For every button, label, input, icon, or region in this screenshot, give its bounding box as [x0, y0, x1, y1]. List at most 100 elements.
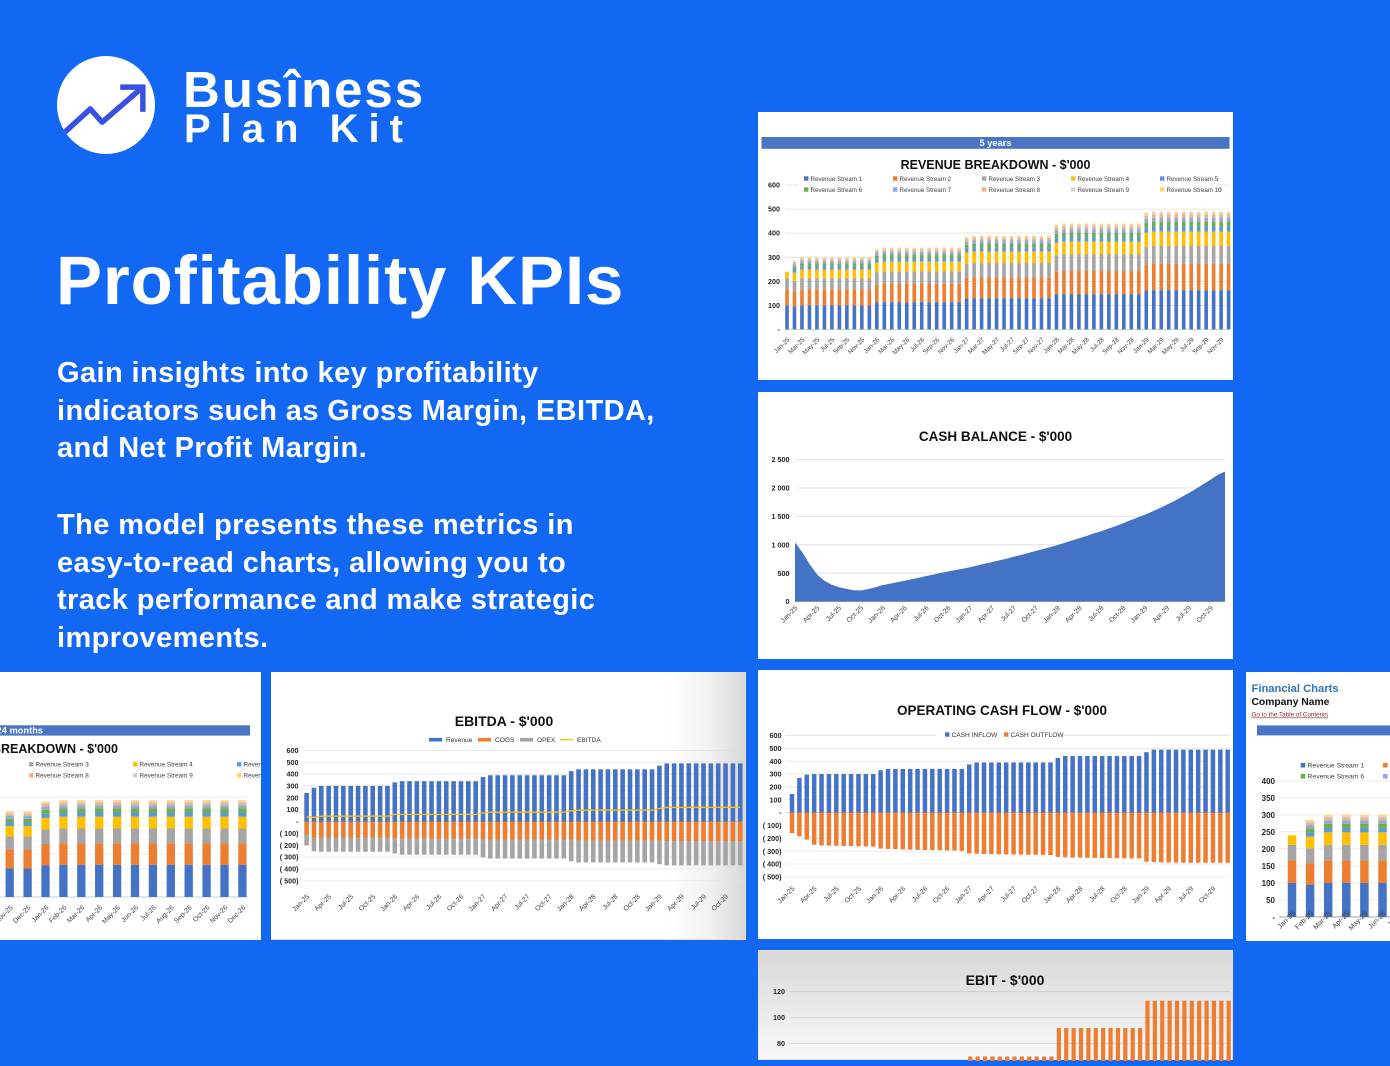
svg-text:600: 600	[287, 746, 299, 755]
svg-text:Nov-25: Nov-25	[847, 336, 867, 356]
svg-text:500: 500	[768, 205, 780, 214]
svg-text:( 300): ( 300)	[280, 853, 299, 862]
svg-text:Jul-27: Jul-27	[1000, 885, 1018, 903]
svg-text:Jan-26: Jan-26	[865, 885, 885, 905]
svg-text:500: 500	[778, 569, 790, 578]
svg-text:Jun-26: Jun-26	[120, 904, 140, 924]
svg-text:Jan-28: Jan-28	[556, 893, 576, 913]
svg-text:Jul-29: Jul-29	[1177, 885, 1195, 903]
svg-text:Oct-28: Oct-28	[622, 893, 642, 913]
svg-text:-: -	[1272, 913, 1275, 922]
svg-text:Revenue Stream 5: Revenue Stream 5	[1167, 176, 1219, 183]
svg-text:Jan-29: Jan-29	[1131, 885, 1151, 905]
svg-text:CASH INFLOW: CASH INFLOW	[952, 732, 999, 739]
svg-text:Revenue: Revenue	[446, 737, 473, 744]
svg-text:2 500: 2 500	[772, 455, 790, 464]
svg-text:Apr-25: Apr-25	[314, 893, 334, 913]
svg-text:5 years: 5 years	[979, 138, 1011, 148]
svg-text:Oct-27: Oct-27	[534, 893, 554, 913]
svg-text:EBITDA - $'000: EBITDA - $'000	[455, 713, 554, 729]
svg-text:REVENUE BREAKDOWN - $'000: REVENUE BREAKDOWN - $'000	[0, 742, 118, 756]
svg-text:Oct-25: Oct-25	[844, 885, 864, 905]
svg-text:( 200): ( 200)	[280, 841, 299, 850]
svg-text:Apr-28: Apr-28	[1065, 885, 1085, 905]
svg-text:( 500): ( 500)	[763, 872, 782, 881]
svg-text:Jan-27: Jan-27	[955, 605, 975, 625]
svg-text:Oct-29: Oct-29	[711, 893, 731, 913]
svg-text:Nov-27: Nov-27	[1027, 336, 1047, 356]
svg-text:Oct-29: Oct-29	[1195, 605, 1215, 625]
svg-text:400: 400	[770, 757, 782, 766]
svg-text:Revenue Stream 6: Revenue Stream 6	[1308, 774, 1365, 781]
svg-text:Oct-25: Oct-25	[846, 605, 866, 625]
svg-text:( 200): ( 200)	[763, 834, 782, 843]
svg-text:May-25: May-25	[802, 336, 822, 356]
svg-text:100: 100	[768, 301, 780, 310]
svg-text:400: 400	[287, 770, 299, 779]
svg-text:Oct-28: Oct-28	[1108, 605, 1128, 625]
svg-text:Jan-27: Jan-27	[468, 893, 488, 913]
svg-text:CASH OUTFLOW: CASH OUTFLOW	[1011, 732, 1065, 739]
svg-text:Oct-27: Oct-27	[1021, 605, 1041, 625]
svg-text:Jul-26: Jul-26	[425, 893, 443, 911]
svg-text:Oct-28: Oct-28	[1109, 885, 1129, 905]
svg-text:Apr-25: Apr-25	[799, 885, 819, 905]
svg-text:Apr-27: Apr-27	[976, 885, 996, 905]
svg-text:Revenue Stream 9: Revenue Stream 9	[140, 773, 194, 780]
svg-text:Apr-25: Apr-25	[802, 605, 822, 625]
svg-text:600: 600	[770, 731, 782, 740]
svg-text:Apr-26: Apr-26	[402, 893, 422, 913]
svg-text:Jul-27: Jul-27	[1000, 605, 1018, 623]
svg-text:Revenue Stream 1: Revenue Stream 1	[1308, 763, 1365, 770]
svg-text:600: 600	[768, 181, 780, 190]
svg-text:120: 120	[773, 987, 785, 996]
svg-text:Jan-28: Jan-28	[1043, 885, 1063, 905]
svg-text:Jan-29: Jan-29	[644, 893, 664, 913]
svg-text:100: 100	[770, 795, 782, 804]
svg-text:100: 100	[287, 805, 299, 814]
svg-text:Mar-25: Mar-25	[1312, 910, 1333, 931]
svg-text:50: 50	[1266, 896, 1275, 905]
svg-text:100: 100	[773, 1013, 785, 1022]
svg-text:Oct-29: Oct-29	[1198, 885, 1218, 905]
svg-text:500: 500	[770, 744, 782, 753]
svg-text:Jul-29: Jul-29	[690, 893, 708, 911]
svg-text:Company Name: Company Name	[1252, 697, 1330, 708]
svg-text:Jan-26: Jan-26	[380, 893, 400, 913]
svg-text:Oct-27: Oct-27	[1021, 885, 1041, 905]
svg-text:Oct-26: Oct-26	[446, 893, 466, 913]
svg-text:-: -	[296, 817, 299, 826]
svg-text:( 100): ( 100)	[763, 821, 782, 830]
svg-text:200: 200	[1262, 845, 1276, 854]
svg-text:200: 200	[770, 783, 782, 792]
svg-text:( 400): ( 400)	[763, 860, 782, 869]
svg-text:Apr-27: Apr-27	[490, 893, 510, 913]
svg-text:Jan-26: Jan-26	[867, 605, 887, 625]
svg-text:REVENUE BREAKDOWN - $'000: REVENUE BREAKDOWN - $'000	[901, 158, 1091, 172]
svg-text:Revenue Stream 2: Revenue Stream 2	[900, 176, 952, 183]
svg-text:Revenue Stream 5: Revenue Stream 5	[244, 762, 262, 769]
svg-text:Feb-26: Feb-26	[48, 904, 68, 924]
svg-text:400: 400	[1262, 777, 1276, 786]
svg-text:Nov-28: Nov-28	[1116, 336, 1136, 356]
svg-text:300: 300	[287, 782, 299, 791]
svg-text:Jan-25: Jan-25	[777, 885, 797, 905]
svg-text:May-29: May-29	[1161, 336, 1181, 356]
svg-text:Jul-25: Jul-25	[825, 605, 843, 623]
svg-text:400: 400	[768, 229, 780, 238]
svg-text:May-27: May-27	[981, 336, 1001, 356]
svg-text:Revenue Stream 9: Revenue Stream 9	[1078, 187, 1130, 194]
svg-text:Revenue Stream 10: Revenue Stream 10	[244, 773, 262, 780]
svg-text:Go to the Table of Contents: Go to the Table of Contents	[1252, 712, 1329, 719]
svg-text:May-25: May-25	[1348, 910, 1370, 932]
svg-text:Apr-28: Apr-28	[1064, 605, 1084, 625]
svg-text:Apr-26: Apr-26	[888, 885, 908, 905]
svg-text:Apr-27: Apr-27	[977, 605, 997, 625]
svg-text:CASH BALANCE - $'000: CASH BALANCE - $'000	[919, 429, 1072, 444]
svg-text:0: 0	[786, 597, 790, 606]
svg-text:Jan-26: Jan-26	[31, 904, 51, 924]
svg-text:Jul-26: Jul-26	[913, 605, 931, 623]
svg-text:150: 150	[1262, 862, 1276, 871]
svg-text:COGS: COGS	[495, 737, 515, 744]
svg-text:Jul-27: Jul-27	[513, 893, 531, 911]
